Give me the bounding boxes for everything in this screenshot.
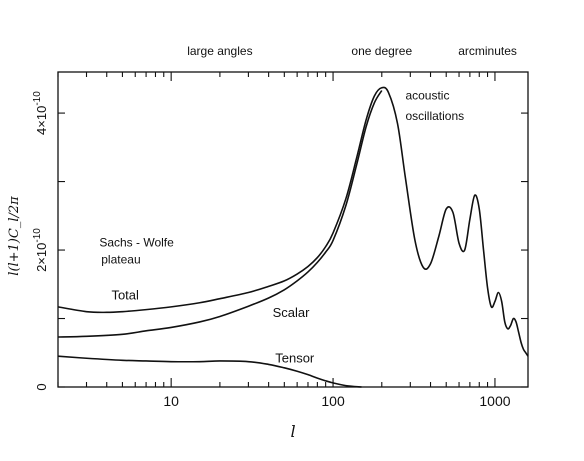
- series-label-tensor: Tensor: [275, 350, 315, 365]
- top-label: large angles: [187, 44, 252, 58]
- annotations: acoustic oscillations Sachs - Wolfe plateau: [99, 88, 464, 266]
- top-label: one degree: [351, 44, 412, 58]
- y-tick-label: 4×10-10: [32, 91, 49, 135]
- series-label-total: Total: [111, 287, 139, 302]
- y-tick-label: 2×10-10: [32, 228, 49, 272]
- x-axis-label: l: [290, 422, 295, 441]
- annotation-text: plateau: [101, 253, 140, 267]
- svg-text:0: 0: [34, 383, 49, 390]
- x-tick-label: 100: [321, 393, 345, 409]
- svg-text:2×10-10: 2×10-10: [32, 228, 49, 272]
- y-axis-ticks: 0 2×10-10 4×10-10: [32, 91, 528, 391]
- annotation-text: acoustic: [405, 88, 449, 102]
- series-labels: Total Scalar Tensor: [111, 287, 314, 365]
- series-line-total: [57, 86, 529, 357]
- curves: [57, 86, 529, 388]
- top-label: arcminutes: [458, 44, 517, 58]
- y-tick-label: 0: [34, 383, 49, 390]
- annotation-text: oscillations: [405, 109, 464, 123]
- x-tick-label: 10: [163, 393, 179, 409]
- svg-text:4×10-10: 4×10-10: [32, 91, 49, 135]
- plot-frame: [57, 71, 529, 388]
- top-labels: large angles one degree arcminutes: [187, 44, 517, 58]
- y-axis-label: l(l+1)C_l/2π: [7, 196, 22, 276]
- series-line-scalar: [57, 90, 383, 338]
- annotation-text: Sachs - Wolfe: [99, 236, 174, 250]
- x-tick-label: 1000: [479, 393, 510, 409]
- series-label-scalar: Scalar: [273, 305, 311, 320]
- series-line-tensor: [57, 355, 362, 388]
- x-axis-ticks: 10 100 1000: [57, 72, 511, 409]
